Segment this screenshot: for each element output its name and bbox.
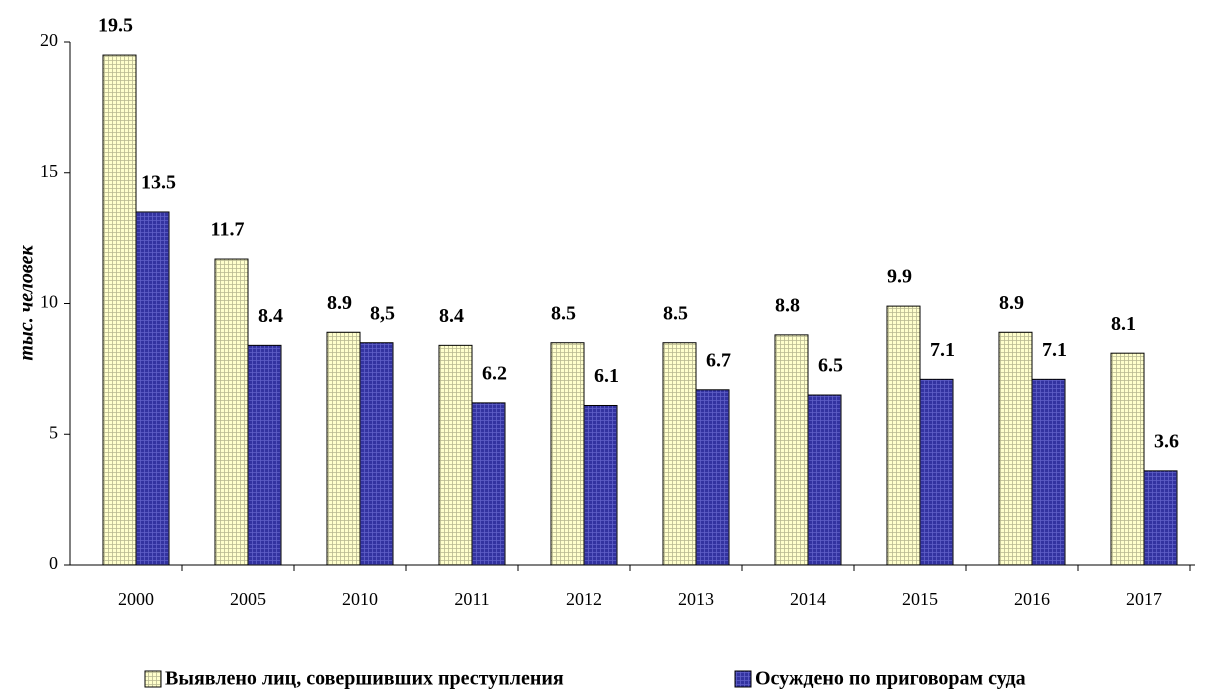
bar [1110, 352, 1145, 566]
bar [359, 342, 394, 566]
data-label: 6.2 [482, 362, 507, 384]
bar [1031, 378, 1066, 566]
bar [583, 404, 618, 566]
data-label: 8.5 [551, 302, 576, 324]
x-tick-label: 2010 [342, 589, 378, 609]
data-label: 9.9 [887, 266, 912, 288]
bar [1143, 470, 1178, 566]
x-tick-label: 2016 [1014, 589, 1050, 609]
bar [886, 305, 921, 566]
bar [471, 402, 506, 566]
data-label: 8.9 [327, 292, 352, 314]
data-label: 19.5 [98, 15, 133, 37]
data-label: 8.4 [258, 305, 283, 327]
bar [998, 331, 1033, 566]
bar [247, 344, 282, 566]
x-tick-label: 2014 [790, 589, 826, 609]
x-tick-label: 2012 [566, 589, 602, 609]
bar [438, 344, 473, 566]
data-label: 8,5 [370, 302, 395, 324]
bar [807, 394, 842, 566]
legend-swatch [734, 670, 752, 688]
data-label: 6.1 [594, 365, 619, 387]
data-label: 8.8 [775, 294, 800, 316]
data-label: 3.6 [1154, 430, 1179, 452]
legend-label: Выявлено лиц, совершивших преступления [165, 668, 564, 690]
y-tick-label: 5 [49, 422, 58, 442]
data-label: 11.7 [211, 219, 245, 241]
data-label: 13.5 [141, 172, 176, 194]
data-label: 7.1 [930, 339, 955, 361]
bar [135, 211, 170, 566]
bar [102, 54, 137, 566]
bar [774, 334, 809, 566]
data-label: 8.4 [439, 305, 464, 327]
bar [214, 258, 249, 566]
bar [550, 342, 585, 566]
data-label: 8.9 [999, 292, 1024, 314]
y-tick-label: 0 [49, 553, 58, 573]
y-tick-label: 10 [40, 292, 58, 312]
x-tick-label: 2011 [454, 589, 489, 609]
x-tick-label: 2015 [902, 589, 938, 609]
bar [919, 378, 954, 566]
bar [326, 331, 361, 566]
legend-swatch [144, 670, 162, 688]
y-axis-label: тыс. человек [16, 245, 38, 361]
y-tick-label: 15 [40, 161, 58, 181]
legend-label: Осуждено по приговорам суда [755, 668, 1026, 690]
x-tick-label: 2000 [118, 589, 154, 609]
data-label: 6.7 [706, 349, 731, 371]
data-label: 8.5 [663, 302, 688, 324]
data-label: 8.1 [1111, 313, 1136, 335]
x-tick-label: 2013 [678, 589, 714, 609]
bar [695, 389, 730, 566]
x-tick-label: 2005 [230, 589, 266, 609]
bar [662, 342, 697, 566]
data-label: 7.1 [1042, 339, 1067, 361]
data-label: 6.5 [818, 355, 843, 377]
y-tick-label: 20 [40, 30, 58, 50]
x-tick-label: 2017 [1126, 589, 1162, 609]
